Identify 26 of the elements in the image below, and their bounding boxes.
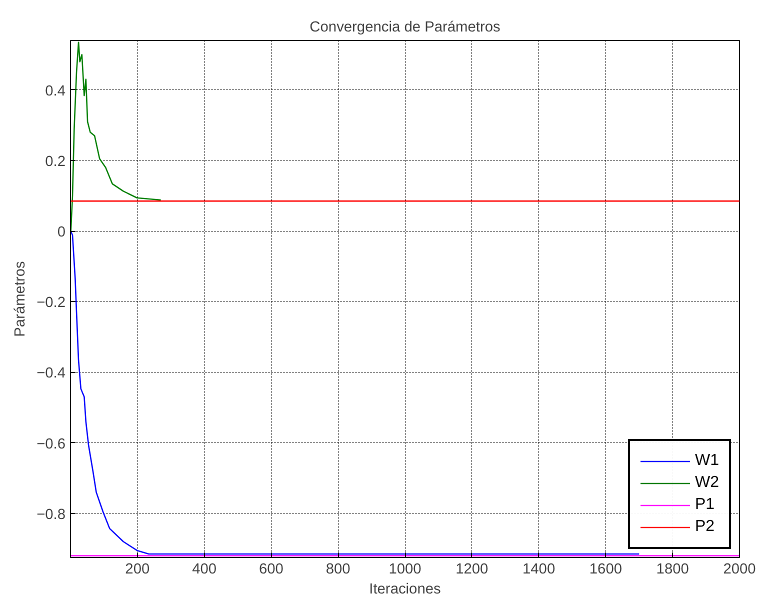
y-tick-label: −0.6 xyxy=(36,436,66,452)
y-tick-label: 0.2 xyxy=(45,154,66,170)
x-tick-label: 1400 xyxy=(522,562,556,578)
y-tick-label: −0.4 xyxy=(36,366,66,382)
legend-label: W2 xyxy=(695,474,719,492)
x-tick-label: 2000 xyxy=(723,562,756,578)
x-tick-label: 1000 xyxy=(388,562,422,578)
line-series xyxy=(70,42,162,232)
y-axis-title: Parámetros xyxy=(12,261,29,337)
legend-label: P2 xyxy=(695,518,715,536)
x-tick-label: 200 xyxy=(125,562,150,578)
x-tick-label: 400 xyxy=(192,562,217,578)
line-series xyxy=(70,230,640,555)
y-tick-label: 0 xyxy=(57,224,66,241)
x-tick-label: 1200 xyxy=(456,562,488,578)
y-tick-label: 0.4 xyxy=(45,83,66,100)
x-tick-label: 1800 xyxy=(656,562,689,578)
legend-label: W1 xyxy=(695,452,719,470)
chart-title: Convergencia de Parámetros xyxy=(310,20,500,36)
x-tick-label: 1600 xyxy=(589,562,622,578)
y-tick-label: −0.2 xyxy=(36,295,66,312)
legend-label: P1 xyxy=(695,496,715,514)
y-tick-label: −0.8 xyxy=(36,506,66,523)
x-tick-label: 800 xyxy=(326,562,350,578)
x-tick-label: 600 xyxy=(258,562,284,578)
x-axis-title: Iteraciones xyxy=(369,582,441,598)
